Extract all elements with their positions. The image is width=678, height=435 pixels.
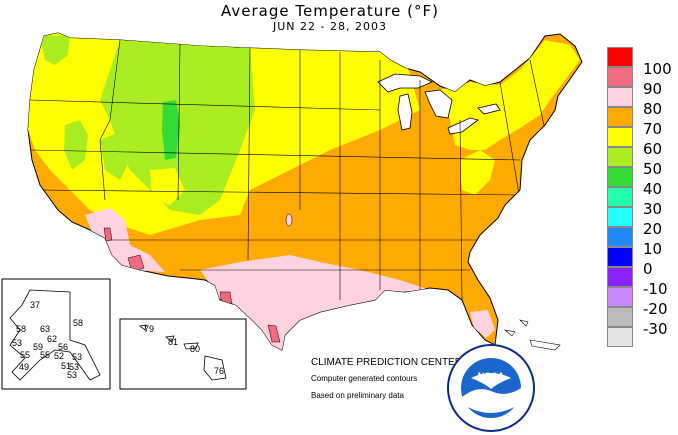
legend-label: 70 [643,120,663,138]
alaska-value: 52 [54,351,65,361]
hawaii-value: 79 [144,324,155,334]
legend-swatch [607,127,633,147]
legend-label: -20 [643,300,668,318]
zone-60s-basin [150,168,185,205]
zone-90s-south-texas [267,324,281,343]
legend-swatch [607,47,633,67]
zone-80s-texas-gulf [200,255,430,350]
legend-label: 90 [643,80,663,98]
map-title: Average Temperature (°F) [221,2,439,20]
zone-50s-wyoming [100,130,130,180]
zone-50s-northwest [40,35,70,65]
zone-60s-appalachian [460,150,495,195]
legend-swatch [607,307,633,327]
legend-swatch [607,267,633,287]
legend-label: 30 [643,200,663,218]
legend-label: 10 [643,240,663,258]
alaska-value: 62 [47,334,58,344]
zone-90s-arizona [127,254,145,273]
alaska-value: 55 [40,350,51,360]
note-computer-generated: Computer generated contours [311,374,418,383]
lake-superior [377,73,433,93]
alaska-value: 58 [73,318,84,328]
zone-80s-spot [285,213,293,227]
legend-label: 50 [643,160,663,178]
legend-label: -30 [643,320,668,338]
legend-swatch [607,67,633,87]
alaska-value: 53 [67,370,78,380]
legend-label: 60 [643,140,663,158]
alaska-outline [9,289,101,381]
legend-swatch [607,287,633,307]
legend-swatch [607,327,633,347]
alaska-value: 37 [30,300,41,310]
legend-swatch [607,167,633,187]
alaska-value: 59 [33,342,44,352]
legend-swatch [607,227,633,247]
note-preliminary: Based on preliminary data [311,391,404,400]
legend-swatch [607,147,633,167]
lake-michigan [397,93,413,131]
alaska-value: 53 [12,338,23,348]
lake-ontario [477,103,501,115]
legend-swatch [607,187,633,207]
map-subtitle: JUN 22 - 28, 2003 [273,20,387,33]
legend-label: 0 [643,260,653,278]
zone-40s-peak [162,100,180,160]
legend-label: 20 [643,220,663,238]
alaska-inset-frame [1,278,111,390]
legend-swatch [607,207,633,227]
hawaii-inset-frame [119,318,247,390]
zone-90s-west-texas [219,291,233,306]
hawaii-value: 80 [190,344,201,354]
legend-swatch [607,107,633,127]
alaska-value: 58 [16,324,27,334]
credit-line: CLIMATE PREDICTION CENTER, NOAA [311,357,496,368]
legend-label: 100 [643,60,672,78]
noaa-logo-text: NOAA [478,371,505,381]
hawaii-islands [139,324,227,381]
lake-huron [424,89,453,119]
state-borders [29,39,546,301]
legend-label: 80 [643,100,663,118]
alaska-value: 56 [58,342,69,352]
zone-80s-florida [470,310,495,338]
alaska-value: 51 [61,361,72,371]
alaska-value: 55 [20,350,31,360]
caribbean-islands [503,319,561,351]
legend-swatch [607,87,633,107]
alaska-value: 63 [40,324,51,334]
alaska-value: 49 [19,362,30,372]
legend-swatch [607,247,633,267]
hawaii-value: 81 [168,337,179,347]
zone-50s-oregon [64,120,88,170]
alaska-value: 53 [69,362,80,372]
alaska-value: 53 [72,352,83,362]
lake-erie [447,117,479,135]
hawaii-value: 76 [214,366,225,376]
legend-label: 40 [643,180,663,198]
noaa-logo: NOAA [447,344,535,432]
legend-label: -10 [643,280,668,298]
